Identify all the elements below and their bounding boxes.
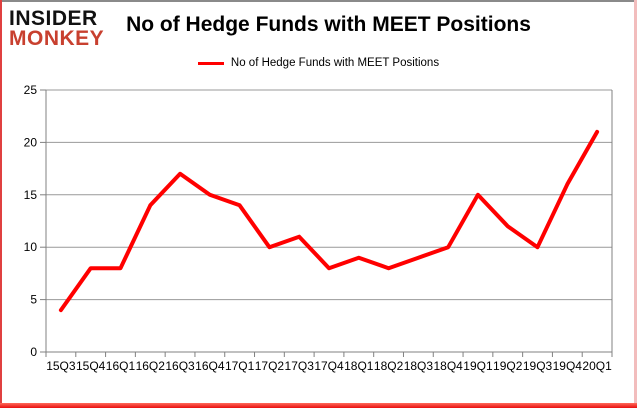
x-axis-label: 19Q3	[523, 359, 553, 373]
logo-line-monkey: MONKEY	[9, 26, 105, 50]
chart-title: No of Hedge Funds with MEET Positions	[126, 13, 531, 36]
x-axis-label: 15Q3	[46, 359, 76, 373]
frame-border-right	[634, 0, 637, 408]
x-axis-label: 16Q3	[165, 359, 195, 373]
x-axis-label: 15Q4	[76, 359, 106, 373]
y-axis-label: 5	[30, 293, 37, 307]
x-axis-label: 18Q2	[374, 359, 404, 373]
x-axis-label: 20Q1	[582, 359, 612, 373]
x-axis-label: 18Q1	[344, 359, 374, 373]
x-axis-label: 16Q1	[106, 359, 136, 373]
x-axis-label: 18Q4	[433, 359, 463, 373]
legend-label: No of Hedge Funds with MEET Positions	[230, 57, 440, 69]
insider-monkey-logo: INSIDER MONKEY	[9, 7, 105, 50]
series-line	[58, 129, 600, 313]
x-axis-label: 19Q4	[553, 359, 583, 373]
legend-line-swatch	[197, 61, 224, 65]
x-axis-label: 16Q4	[195, 359, 225, 373]
y-axis-label: 20	[24, 135, 38, 149]
frame-border-top	[0, 0, 637, 2]
legend: No of Hedge Funds with MEET Positions	[0, 57, 637, 69]
y-axis-label: 0	[30, 345, 37, 359]
x-axis-label: 17Q3	[285, 359, 315, 373]
x-axis-label: 17Q2	[255, 359, 285, 373]
x-axis-label: 17Q4	[314, 359, 344, 373]
y-axis-label: 25	[24, 83, 38, 97]
y-axis-label: 15	[24, 188, 38, 202]
y-axis-label: 10	[24, 240, 38, 254]
frame-border-bottom	[0, 403, 637, 408]
x-axis-label: 16Q2	[136, 359, 166, 373]
x-axis-label: 19Q1	[463, 359, 493, 373]
logo-line-insider: INSIDER	[9, 7, 98, 30]
x-axis-label: 19Q2	[493, 359, 523, 373]
frame-border-left	[0, 0, 2, 408]
x-axis-label: 18Q3	[404, 359, 434, 373]
x-axis-label: 17Q1	[225, 359, 255, 373]
